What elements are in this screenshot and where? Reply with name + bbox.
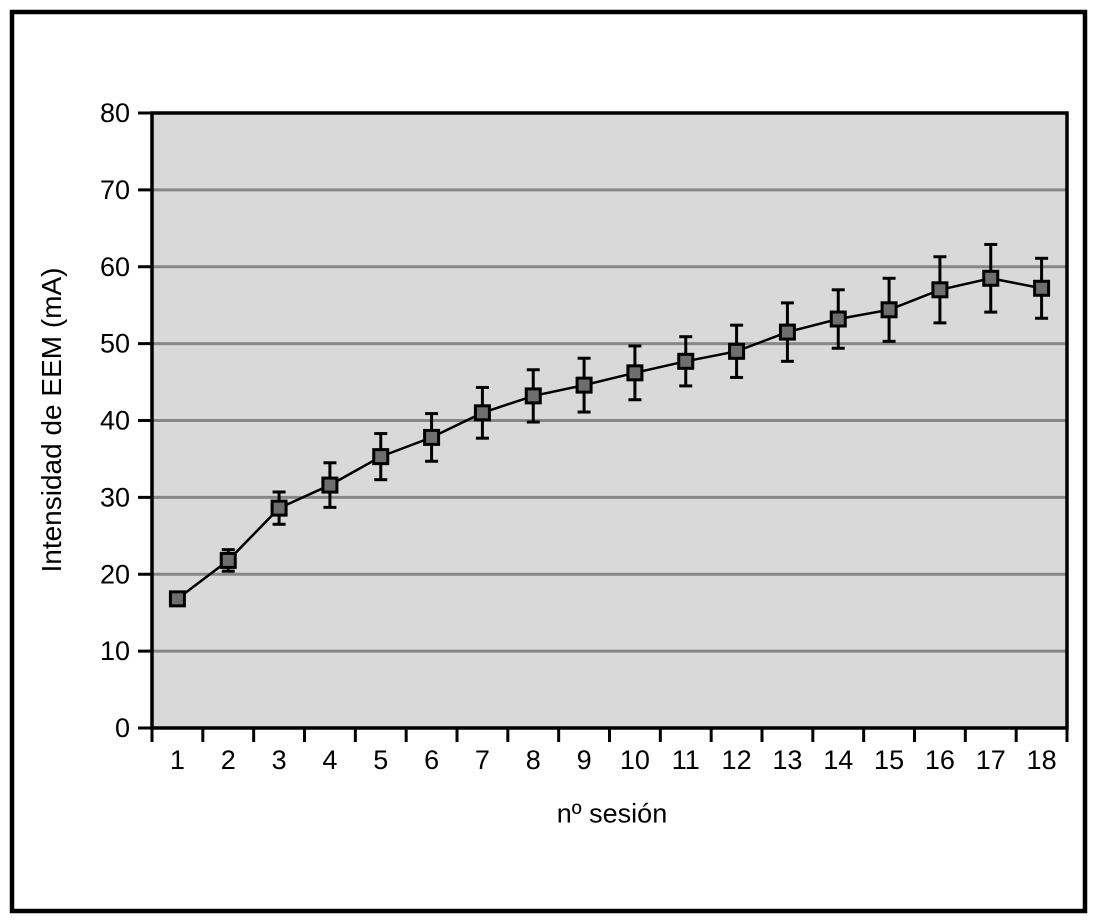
- data-point-marker: [728, 342, 746, 360]
- data-point-marker: [778, 323, 796, 341]
- data-point-marker: [473, 404, 491, 422]
- x-tick-label: 13: [772, 745, 802, 775]
- data-point-marker: [677, 352, 695, 370]
- x-axis-title: nº sesión: [556, 798, 668, 829]
- y-tick-label: 30: [100, 482, 130, 512]
- y-tick-label: 40: [100, 406, 130, 436]
- x-tick-label: 15: [874, 745, 904, 775]
- y-tick-label: 0: [115, 713, 130, 743]
- x-tick-label: 1: [170, 745, 185, 775]
- data-point-marker: [829, 310, 847, 328]
- x-tick-label: 18: [1027, 745, 1057, 775]
- x-tick-label: 5: [373, 745, 388, 775]
- x-tick-label: 8: [526, 745, 541, 775]
- y-tick-label: 10: [100, 636, 130, 666]
- x-tick-label: 10: [620, 745, 650, 775]
- data-point-marker: [575, 376, 593, 394]
- y-axis-title: Intensidad de EEM (mA): [36, 267, 67, 573]
- x-tick-label: 7: [475, 745, 490, 775]
- data-point-marker: [524, 387, 542, 405]
- data-point-marker: [219, 551, 237, 569]
- x-tick-label: 14: [823, 745, 853, 775]
- x-tick-label: 9: [577, 745, 592, 775]
- data-point-marker: [880, 301, 898, 319]
- data-point-marker: [931, 281, 949, 299]
- x-tick-label: 11: [672, 745, 700, 775]
- y-tick-label: 60: [100, 252, 130, 282]
- x-tick-label: 3: [272, 745, 287, 775]
- x-tick-label: 6: [424, 745, 439, 775]
- y-tick-label: 80: [100, 98, 130, 128]
- x-tick-label: 2: [221, 745, 236, 775]
- x-tick-label: 16: [925, 745, 955, 775]
- data-point-marker: [168, 590, 186, 608]
- y-tick-label: 70: [100, 175, 130, 205]
- y-tick-label: 20: [100, 559, 130, 589]
- data-point-marker: [372, 448, 390, 466]
- data-point-marker: [270, 499, 288, 517]
- y-tick-label: 50: [100, 329, 130, 359]
- data-point-marker: [626, 364, 644, 382]
- data-point-marker: [321, 476, 339, 494]
- x-tick-label: 12: [722, 745, 752, 775]
- x-tick-label: 17: [976, 745, 1006, 775]
- data-point-marker: [982, 269, 1000, 287]
- data-point-marker: [423, 428, 441, 446]
- x-tick-label: 4: [322, 745, 337, 775]
- data-point-marker: [1033, 279, 1051, 297]
